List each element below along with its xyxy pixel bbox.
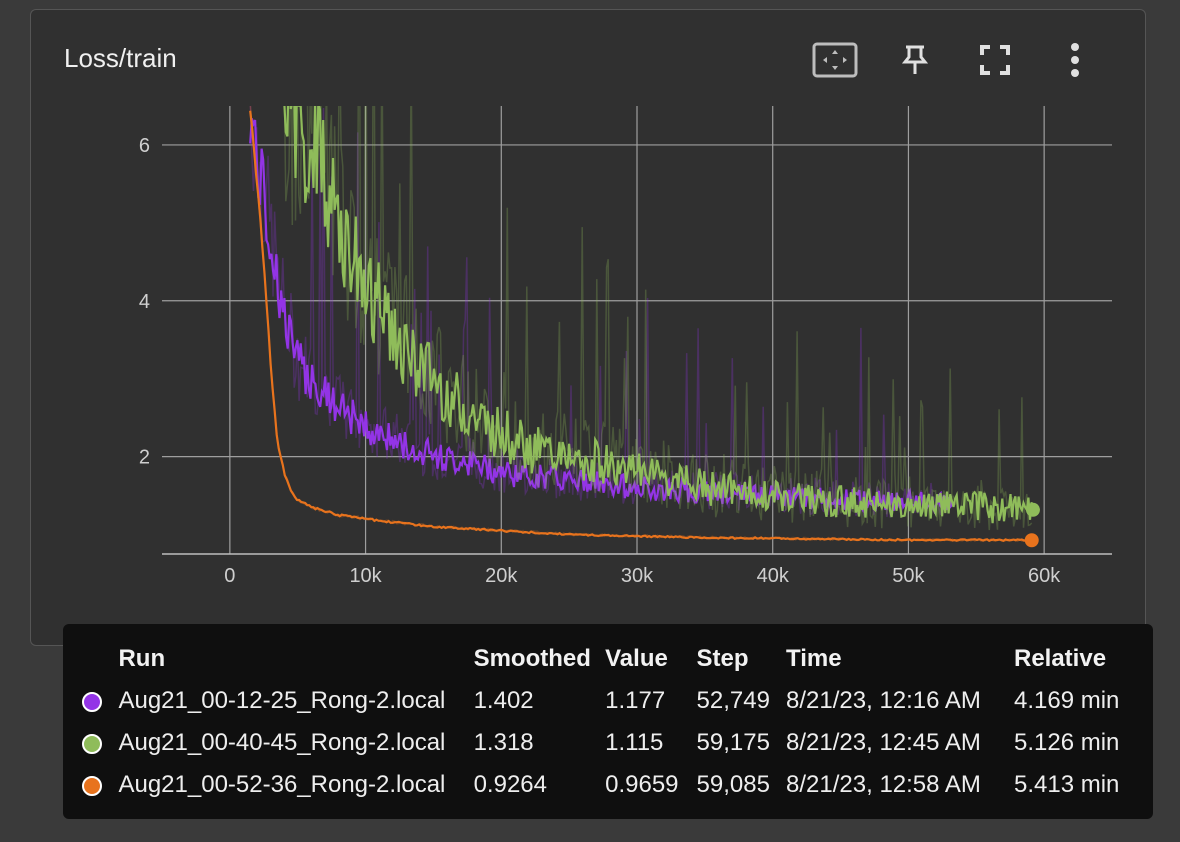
raw-value: 0.9659 bbox=[605, 771, 679, 798]
run-color-dot bbox=[82, 691, 102, 712]
relative-value: 5.413 min bbox=[1013, 771, 1120, 798]
run-color-dot bbox=[82, 733, 102, 754]
fullscreen-button[interactable] bbox=[955, 38, 1035, 82]
relative-value: 5.126 min bbox=[1013, 729, 1120, 756]
fullscreen-icon bbox=[980, 45, 1010, 75]
legend-row: Aug21_00-40-45_Rong-2.local 1.318 1.115 … bbox=[77, 722, 1153, 764]
header-time: Time bbox=[786, 645, 842, 672]
step-value: 59,175 bbox=[696, 729, 770, 756]
legend-row: Aug21_00-12-25_Rong-2.local 1.402 1.177 … bbox=[77, 680, 1153, 722]
time-value: 8/21/23, 12:58 AM bbox=[786, 771, 981, 798]
card-toolbar bbox=[795, 38, 1115, 82]
smoothed-value: 0.9264 bbox=[473, 771, 547, 798]
legend-row: Aug21_00-52-36_Rong-2.local 0.9264 0.965… bbox=[77, 764, 1153, 806]
x-tick-label: 20k bbox=[485, 565, 518, 587]
raw-value: 1.177 bbox=[605, 687, 666, 714]
pin-icon bbox=[902, 45, 928, 74]
legend-header-spacer bbox=[77, 638, 118, 680]
run-name: Aug21_00-52-36_Rong-2.local bbox=[118, 771, 446, 798]
y-tick-label: 6 bbox=[139, 135, 150, 157]
card-title: Loss/train bbox=[64, 43, 177, 73]
series-raw-line bbox=[283, 106, 1033, 531]
x-tick-label: 40k bbox=[757, 565, 790, 587]
header-run: Run bbox=[118, 645, 166, 672]
relative-value: 4.169 min bbox=[1013, 687, 1120, 714]
x-tick-label: 50k bbox=[892, 565, 925, 587]
smoothed-value: 1.318 bbox=[473, 729, 534, 756]
y-tick-label: 4 bbox=[139, 291, 150, 313]
run-name: Aug21_00-40-45_Rong-2.local bbox=[118, 729, 446, 756]
x-tick-label: 10k bbox=[349, 565, 382, 587]
legend-tooltip: Run Smoothed Value Step Time Relative Au… bbox=[63, 624, 1153, 819]
run-name: Aug21_00-12-25_Rong-2.local bbox=[118, 687, 446, 714]
x-tick-label: 60k bbox=[1028, 565, 1061, 587]
y-tick-label: 2 bbox=[139, 447, 150, 469]
header-smoothed: Smoothed bbox=[473, 645, 591, 672]
header-value: Value bbox=[605, 645, 668, 672]
time-value: 8/21/23, 12:45 AM bbox=[786, 729, 981, 756]
header-relative: Relative bbox=[1013, 645, 1107, 672]
chart-card: Loss/train bbox=[30, 9, 1146, 646]
x-tick-label: 30k bbox=[621, 565, 654, 587]
header-step: Step bbox=[696, 645, 749, 672]
series-end-point bbox=[1025, 502, 1040, 517]
fit-to-data-icon bbox=[812, 42, 858, 78]
legend-header-row: Run Smoothed Value Step Time Relative bbox=[77, 638, 1153, 680]
step-value: 59,085 bbox=[696, 771, 770, 798]
series-end-point bbox=[1024, 533, 1039, 548]
more-vertical-icon bbox=[1071, 43, 1079, 77]
fit-domain-button[interactable] bbox=[795, 38, 875, 82]
step-value: 52,749 bbox=[696, 687, 770, 714]
series-smoothed-line bbox=[249, 110, 1030, 543]
time-value: 8/21/23, 12:16 AM bbox=[786, 687, 981, 714]
raw-value: 1.115 bbox=[605, 729, 664, 756]
legend-table: Run Smoothed Value Step Time Relative Au… bbox=[77, 638, 1153, 806]
pin-button[interactable] bbox=[875, 38, 955, 82]
series-smoothed-line bbox=[283, 106, 1033, 524]
x-tick-label: 0 bbox=[224, 565, 235, 587]
more-menu-button[interactable] bbox=[1035, 38, 1115, 82]
smoothed-value: 1.402 bbox=[473, 687, 534, 714]
run-color-dot bbox=[82, 775, 102, 796]
